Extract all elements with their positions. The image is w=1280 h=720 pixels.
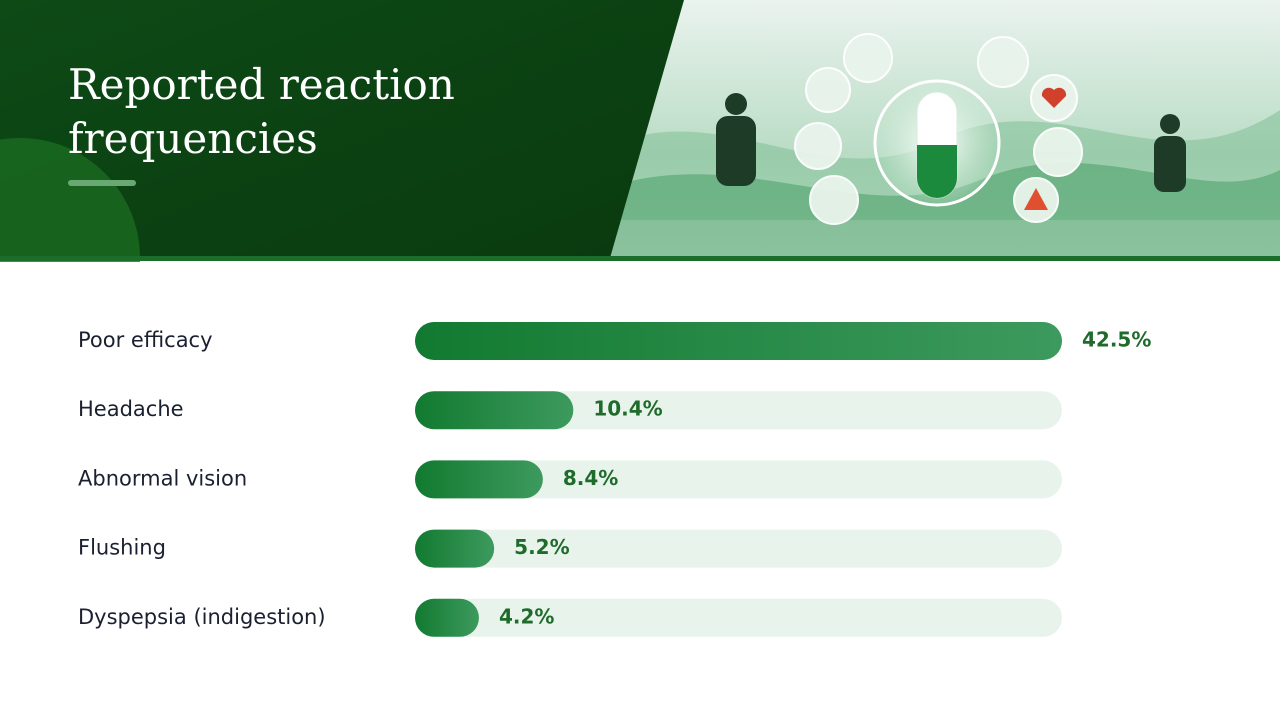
category-label: Abnormal vision	[78, 466, 247, 490]
bar	[415, 529, 495, 568]
bar	[415, 460, 543, 499]
chart-title: Reported reaction frequencies	[68, 60, 455, 163]
bar	[415, 391, 574, 430]
wave	[600, 162, 1280, 258]
value-label: 8.4%	[563, 466, 618, 490]
value-label: 5.2%	[514, 535, 569, 559]
figures	[716, 93, 1186, 192]
title-underline	[68, 180, 136, 186]
bar-track	[415, 391, 1062, 430]
value-label: 4.2%	[499, 604, 554, 628]
heart-icon	[1041, 87, 1067, 108]
category-label: Poor efficacy	[78, 328, 213, 352]
bar	[415, 322, 1062, 360]
category-label: Dyspepsia (indigestion)	[78, 605, 326, 629]
category-label: Flushing	[78, 536, 166, 560]
bar	[415, 598, 479, 637]
header	[0, 0, 1280, 262]
value-label: 42.5%	[1082, 328, 1151, 352]
bar-track	[415, 598, 1062, 637]
warning-icon	[1024, 188, 1048, 210]
deco-circle	[0, 138, 140, 262]
pill-half	[917, 145, 957, 198]
title-panel	[0, 0, 684, 258]
chart: Poor efficacy 42.5% Headache 10.4% Abnormal …	[78, 322, 1151, 637]
category-label: Headache	[78, 397, 184, 421]
bar-track	[415, 460, 1062, 499]
bar-track	[415, 529, 1062, 568]
value-label: 10.4%	[593, 397, 662, 421]
header-border	[0, 256, 1280, 261]
